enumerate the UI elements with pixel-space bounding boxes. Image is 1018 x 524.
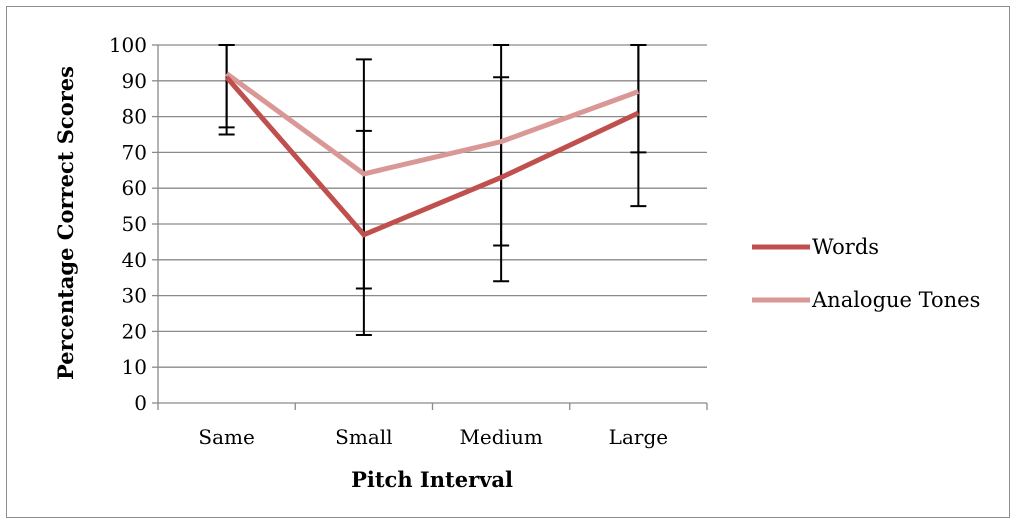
y-axis-title: Percentage Correct Scores [53, 66, 78, 380]
y-tick-label-20: 20 [122, 319, 147, 343]
y-tick-label-90: 90 [122, 69, 147, 93]
x-axis-title: Pitch Interval [351, 467, 513, 492]
x-tick-label-medium: Medium [459, 425, 542, 449]
legend-label-words: Words [812, 235, 879, 259]
y-tick-label-0: 0 [134, 391, 147, 415]
series-line-analogue-tones [225, 71, 640, 177]
y-tick-label-30: 30 [122, 284, 147, 308]
x-tick-label-large: Large [609, 425, 668, 449]
y-tick-label-60: 60 [122, 176, 147, 200]
axes [152, 44, 708, 410]
gridlines [158, 44, 707, 368]
series-line-words [224, 75, 640, 238]
legend-label-analogue-tones: Analogue Tones [811, 288, 980, 312]
y-tick-label-70: 70 [122, 140, 147, 164]
y-tick-label-40: 40 [122, 248, 147, 272]
y-tick-label-10: 10 [122, 355, 147, 379]
y-tick-label-100: 100 [109, 33, 147, 57]
y-tick-labels: 0 10 20 30 40 50 60 70 80 90 100 [109, 33, 147, 415]
x-tick-labels: Same Small Medium Large [198, 425, 668, 449]
y-tick-label-50: 50 [122, 212, 147, 236]
y-tick-label-80: 80 [122, 105, 147, 129]
chart-frame [6, 6, 1010, 518]
error-bars [218, 44, 647, 336]
series-lines [224, 71, 640, 238]
x-tick-label-small: Small [335, 425, 392, 449]
legend: Words Analogue Tones [752, 235, 980, 312]
x-tick-label-same: Same [198, 425, 254, 449]
